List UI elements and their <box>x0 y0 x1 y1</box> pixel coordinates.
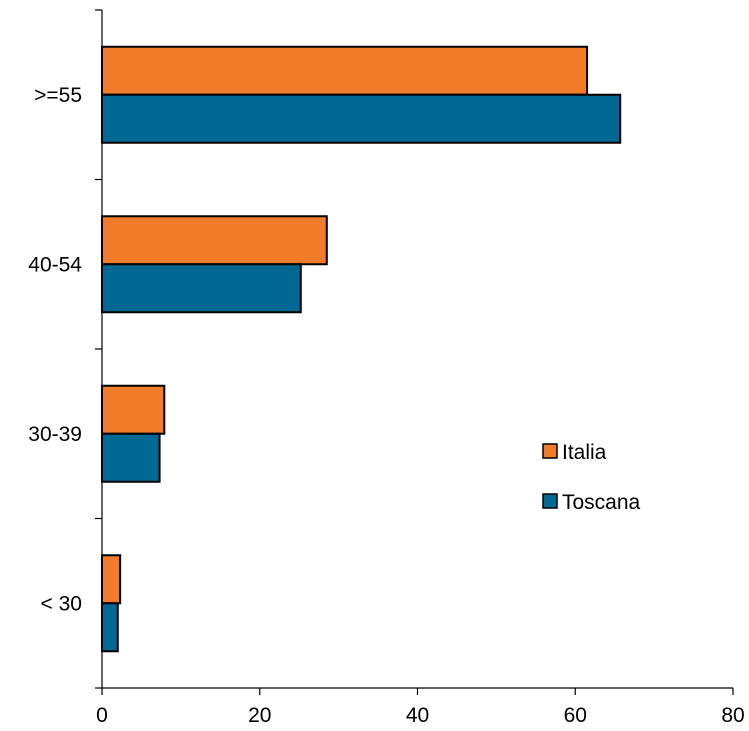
x-tick-label: 0 <box>96 704 108 727</box>
bar-italia-2 <box>101 215 328 266</box>
bar-toscana-2 <box>101 263 302 314</box>
legend-label-italia: Italia <box>562 441 607 464</box>
x-tick-label: 20 <box>248 704 271 727</box>
bar-italia-0 <box>101 554 122 605</box>
y-tick-label: 40-54 <box>28 253 82 276</box>
bar-italia-1 <box>101 384 166 435</box>
bar-toscana-1 <box>101 432 161 483</box>
legend-swatch-italia <box>542 443 558 459</box>
x-axis-ticks: 0 20 40 60 80 <box>96 688 745 727</box>
y-tick-label: 30-39 <box>28 423 82 446</box>
legend-swatch-toscana <box>542 493 558 509</box>
x-tick-label: 40 <box>406 704 429 727</box>
bar-toscana-0 <box>101 602 119 653</box>
y-tick-label: >=55 <box>34 84 82 107</box>
y-tick-label: < 30 <box>41 592 82 615</box>
y-axis-ticks: < 30 30-39 40-54 >=55 <box>28 9 102 689</box>
legend-label-toscana: Toscana <box>562 491 641 514</box>
bar-italia-3 <box>101 45 589 96</box>
x-tick-label: 80 <box>721 704 744 727</box>
bar-toscana-3 <box>101 93 622 144</box>
bars-group <box>101 45 622 653</box>
x-tick-label: 60 <box>564 704 587 727</box>
legend: Italia Toscana <box>542 441 641 514</box>
